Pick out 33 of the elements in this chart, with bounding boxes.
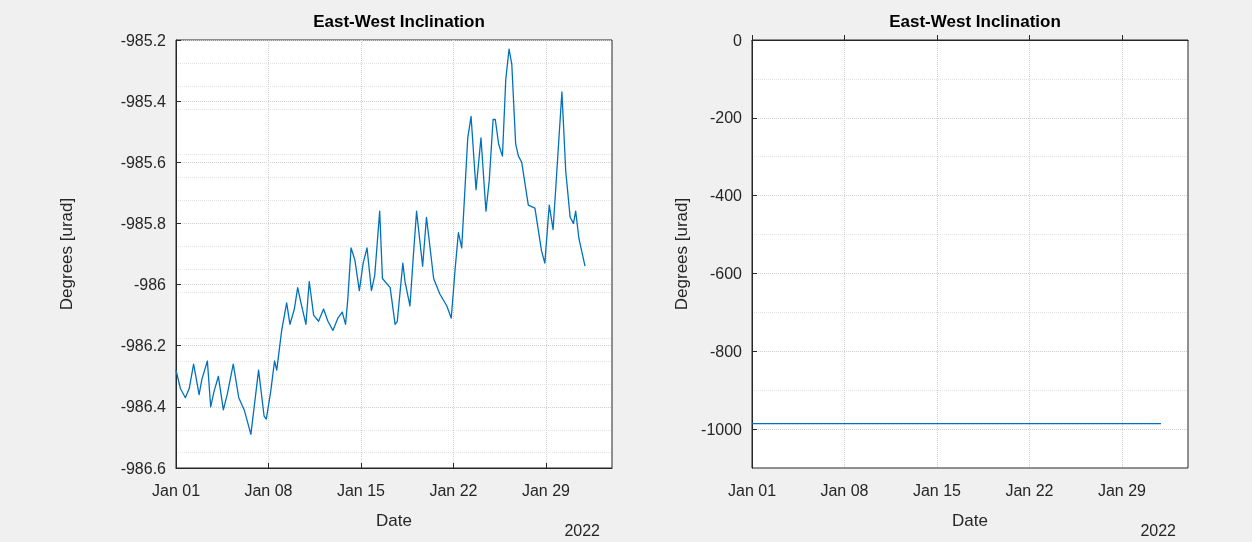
x-tick-label: Jan 08: [820, 481, 869, 499]
chart-title: East-West Inclination: [313, 12, 485, 31]
y-axis-title: Degrees [urad]: [57, 197, 76, 311]
chart-title: East-West Inclination: [889, 12, 1061, 31]
y-tick-label: -986.6: [120, 459, 167, 477]
x-tick-label: Jan 15: [336, 481, 386, 499]
y-tick-label: -985.8: [120, 214, 167, 232]
y-tick-label: -985.2: [120, 31, 167, 49]
text: 2022: [1140, 521, 1177, 539]
y-tick-label: -985.6: [120, 153, 167, 171]
y-tick-label: -986: [133, 276, 167, 294]
x-tick-label: Jan 22: [429, 481, 478, 499]
x-tick-label: Jan 29: [521, 481, 571, 499]
x-tick-label: Jan 01: [727, 481, 777, 499]
y-tick-label: 0: [733, 31, 743, 49]
y-tick-label: -400: [709, 187, 743, 205]
x-tick-label: Jan 08: [244, 481, 293, 499]
y-tick-label: -986.4: [120, 398, 167, 416]
x-tick-label: Jan 01: [151, 481, 201, 499]
y-tick-label: -985.4: [120, 92, 167, 110]
x-axis-title: Date: [376, 511, 412, 530]
y-tick-label: -600: [709, 264, 743, 282]
x-axis-title: Date: [952, 511, 988, 530]
line-series: [175, 48, 586, 436]
x-tick-label: Jan 15: [912, 481, 962, 499]
y-tick-label: -200: [709, 109, 743, 127]
x-tick-label: Jan 22: [1005, 481, 1054, 499]
y-tick-label: -986.2: [120, 337, 167, 355]
y-tick-label: -1000: [701, 420, 743, 438]
y-axis-title: Degrees [urad]: [672, 197, 692, 311]
x-tick-label: Jan 29: [1097, 481, 1147, 499]
y-tick-label: -800: [709, 342, 743, 360]
text: 2022: [564, 521, 601, 539]
